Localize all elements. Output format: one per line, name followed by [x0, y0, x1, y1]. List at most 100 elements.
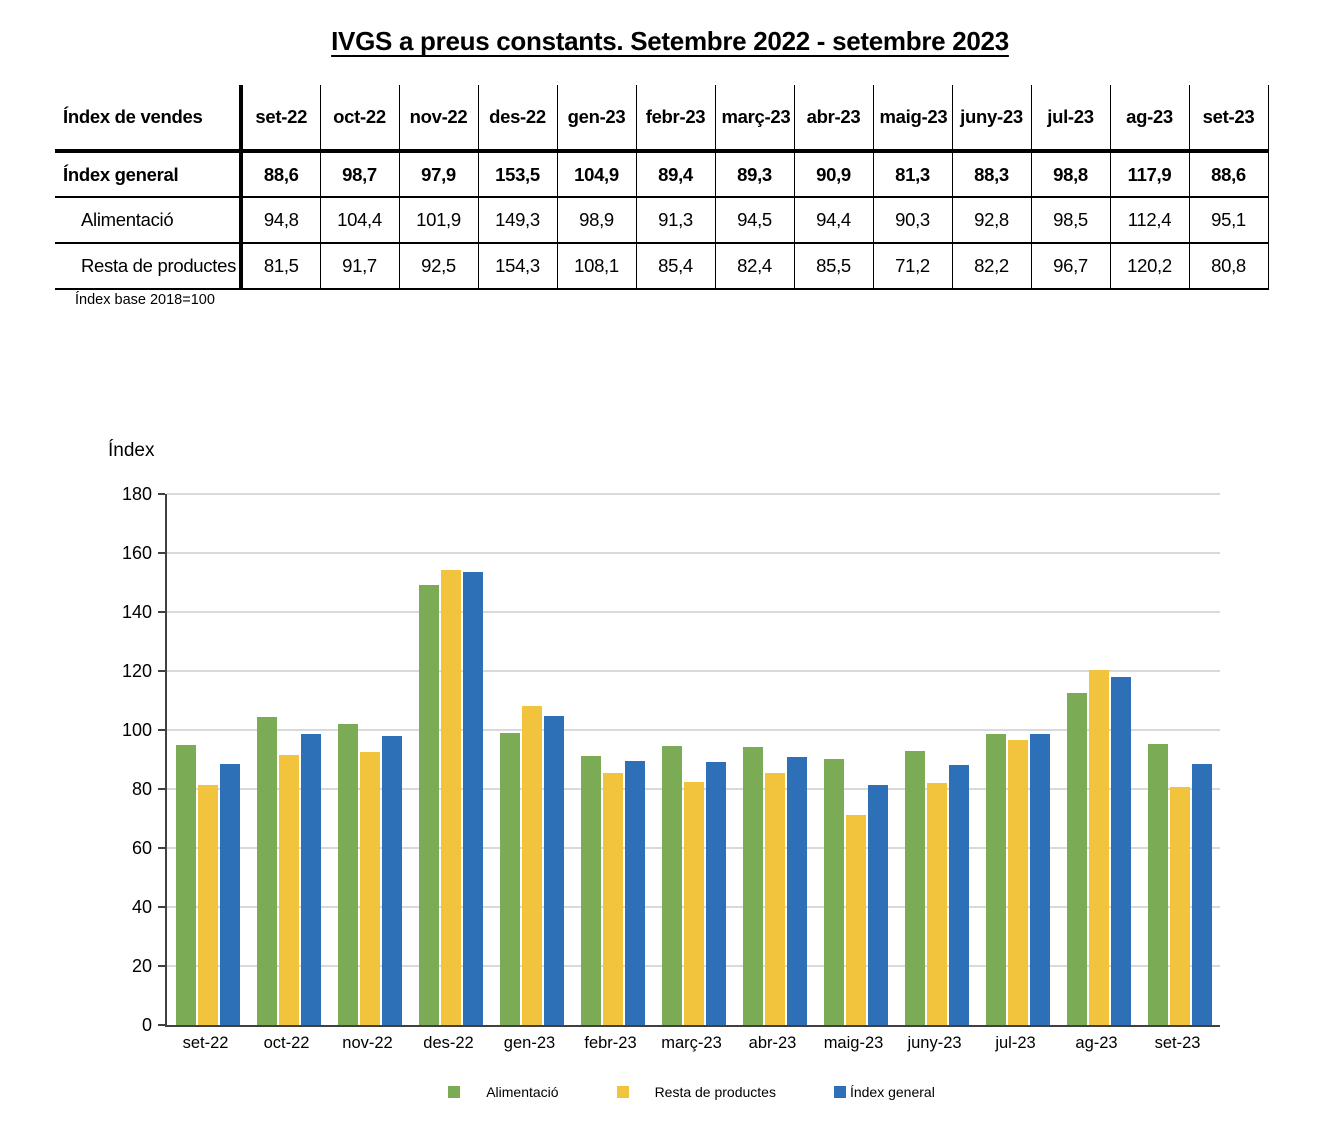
bar-group-març-23 [653, 494, 734, 1025]
bar-group-des-22 [410, 494, 491, 1025]
bar-resta-de-productes [359, 752, 380, 1025]
bar-resta-de-productes [602, 773, 623, 1025]
bar-alimentació [742, 746, 763, 1025]
value-cell: 82,4 [714, 243, 794, 289]
bar-resta-de-productes [278, 754, 299, 1025]
bar-group-ag-23 [1058, 494, 1139, 1025]
value-cell: 120,2 [1109, 243, 1189, 289]
bar-índex-general [543, 715, 564, 1025]
bar-índex-general [300, 733, 321, 1025]
value-cell: 92,8 [951, 197, 1031, 243]
legend-label: Resta de productes [654, 1084, 776, 1100]
value-cell: 153,5 [477, 151, 557, 197]
y-axis-tick [158, 493, 165, 495]
table-row: Alimentació 94,8 104,4 101,9 149,3 98,9 91,3 94… [55, 197, 1269, 243]
x-axis-labels: set-22 oct-22 nov-22 des-22 gen-23 febr-23 mar… [165, 1034, 1218, 1053]
bar-índex-general [1029, 733, 1050, 1025]
y-axis-tick-label: 120 [121, 661, 152, 681]
x-axis-label: set-23 [1154, 1034, 1201, 1052]
table-header-row: Índex de vendes set-22 oct-22 nov-22 des-22 g… [55, 85, 1269, 151]
bar-índex-general [705, 761, 726, 1025]
value-cell: 82,2 [951, 243, 1031, 289]
bar-alimentació [337, 724, 358, 1025]
table-header-month: març-23 [714, 85, 794, 151]
bar-group-jul-23 [977, 494, 1058, 1025]
row-label: Alimentació [81, 209, 174, 230]
value-cell: 85,5 [793, 243, 873, 289]
y-axis-tick [158, 1024, 165, 1026]
y-axis-tick [158, 906, 165, 909]
bar-resta-de-productes [1169, 786, 1190, 1025]
bar-group-set-23 [1139, 494, 1220, 1025]
bar-resta-de-productes [1007, 739, 1028, 1025]
table-header-month: febr-23 [635, 85, 715, 151]
y-axis-tick-label: 100 [121, 720, 152, 740]
x-axis-label: nov-22 [342, 1034, 393, 1052]
y-axis-tick [158, 788, 165, 791]
y-axis-tick-label: 0 [141, 1015, 152, 1035]
x-axis-label: des-22 [423, 1034, 474, 1052]
bar-group-maig-23 [815, 494, 896, 1025]
bar-group-oct-22 [248, 494, 329, 1025]
gridline [167, 611, 1220, 613]
row-label: Resta de productes [81, 255, 237, 276]
value-cell: 92,5 [398, 243, 478, 289]
table-header-month: ag-23 [1109, 85, 1189, 151]
value-cell: 101,9 [398, 197, 478, 243]
value-cell: 149,3 [477, 197, 557, 243]
bar-alimentació [1066, 693, 1087, 1025]
legend-item: Alimentació [448, 1084, 559, 1100]
bar-índex-general [867, 785, 888, 1025]
bar-groups [167, 494, 1220, 1025]
value-cell: 88,3 [951, 151, 1031, 197]
bar-alimentació [580, 755, 601, 1025]
bar-group-abr-23 [734, 494, 815, 1025]
y-axis-tick-label: 80 [131, 779, 152, 799]
x-axis-label: maig-23 [823, 1034, 884, 1052]
page-title: IVGS a preus constants. Setembre 2022 - … [331, 26, 1009, 56]
bar-resta-de-productes [683, 781, 704, 1025]
table-header-month: nov-22 [398, 85, 478, 151]
bar-alimentació [418, 584, 439, 1025]
bar-resta-de-productes [926, 782, 947, 1025]
bar-alimentació [256, 717, 277, 1025]
bar-índex-general [219, 763, 240, 1025]
value-cell: 98,8 [1030, 151, 1110, 197]
bar-alimentació [1147, 744, 1168, 1025]
value-cell: 98,9 [556, 197, 636, 243]
value-cell: 89,3 [714, 151, 794, 197]
bar-índex-general [786, 756, 807, 1025]
bar-group-febr-23 [572, 494, 653, 1025]
bar-group-nov-22 [329, 494, 410, 1025]
y-axis-tick [158, 847, 165, 850]
x-axis-label: set-22 [182, 1034, 229, 1052]
x-axis-label: gen-23 [503, 1034, 556, 1052]
gridline [167, 493, 1220, 495]
value-cell: 90,3 [872, 197, 952, 243]
x-axis-label: jul-23 [995, 1034, 1036, 1052]
bar-resta-de-productes [440, 569, 461, 1025]
value-cell: 80,8 [1188, 243, 1269, 289]
value-cell: 91,7 [319, 243, 399, 289]
value-cell: 97,9 [398, 151, 478, 197]
legend-item: Resta de productes [616, 1084, 776, 1100]
value-cell: 81,3 [872, 151, 952, 197]
bar-resta-de-productes [845, 814, 866, 1025]
value-cell: 154,3 [477, 243, 557, 289]
table-header-month: maig-23 [872, 85, 952, 151]
y-axis-tick-label: 20 [131, 956, 152, 976]
bar-índex-general [948, 764, 969, 1025]
value-cell: 117,9 [1109, 151, 1189, 197]
table-header-month: juny-23 [951, 85, 1031, 151]
value-cell: 88,6 [239, 151, 320, 197]
legend-swatch [833, 1086, 846, 1098]
value-cell: 108,1 [556, 243, 636, 289]
value-cell: 88,6 [1188, 151, 1269, 197]
value-cell: 94,8 [239, 197, 320, 243]
y-axis-tick-label: 40 [131, 897, 152, 917]
value-cell: 94,4 [793, 197, 873, 243]
value-cell: 98,5 [1030, 197, 1110, 243]
legend-label: Alimentació [486, 1084, 559, 1100]
y-axis-tick [158, 729, 165, 731]
